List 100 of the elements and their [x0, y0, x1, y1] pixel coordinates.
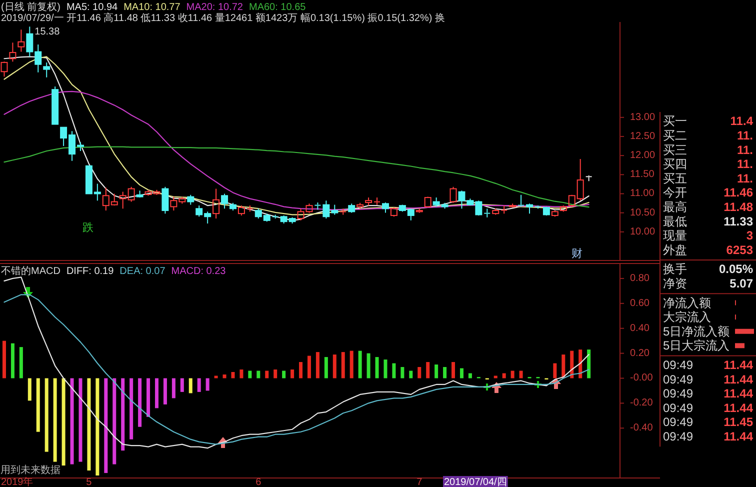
annotation: 用到未来数据 — [0, 464, 60, 476]
y-tick-label: 5日大宗流入 — [663, 338, 730, 353]
text: 15.38 — [34, 26, 60, 38]
text: 11.48 — [724, 200, 753, 214]
y-tick-label: 0.20 — [630, 348, 650, 359]
text: 11.45 — [724, 415, 753, 430]
bar — [434, 364, 438, 378]
candlestick — [43, 62, 50, 78]
candlestick — [484, 208, 490, 218]
text: 11.4 — [730, 114, 753, 128]
category-label: 09:49 — [663, 415, 694, 430]
x-tick-label: 5 — [86, 477, 92, 487]
text: MA5: 10.94 — [66, 2, 118, 13]
category-label: 外盘 — [663, 242, 687, 257]
text: DEA: 0.07 — [120, 266, 166, 277]
candlestick — [246, 205, 253, 212]
bar — [240, 370, 244, 378]
category-label: 现量 — [663, 228, 687, 243]
bar — [10, 343, 14, 378]
bar — [70, 378, 74, 464]
text: DIFF: 0.19 — [66, 266, 114, 277]
bar — [452, 362, 456, 378]
category-label: 买二 — [663, 128, 687, 142]
y-tick-label: 10.00 — [630, 226, 656, 238]
bar — [510, 370, 514, 378]
bar — [172, 378, 176, 398]
bar — [562, 354, 566, 378]
text: 5.07 — [730, 276, 753, 290]
bar — [53, 378, 57, 462]
x-tick-label: 6 — [256, 477, 262, 487]
category-label: 最高 — [663, 200, 687, 214]
category-label: 买四 — [663, 157, 687, 172]
bar — [307, 356, 311, 378]
chart-title: (日线 前复权) — [1, 1, 60, 13]
bar — [19, 347, 23, 378]
bar — [121, 378, 125, 451]
bar — [282, 370, 286, 378]
bar — [468, 373, 472, 378]
bar — [265, 370, 269, 378]
bar — [44, 378, 48, 452]
bar — [188, 378, 192, 394]
candlestick — [212, 188, 220, 220]
candlestick — [534, 205, 541, 210]
bar — [316, 352, 320, 378]
bar — [138, 378, 142, 427]
bar — [36, 378, 40, 432]
y-tick-label: 12.00 — [630, 150, 656, 162]
bar — [290, 370, 294, 378]
category-label: 净资 — [663, 276, 687, 290]
bar — [274, 370, 278, 378]
category-label: 09:49 — [663, 386, 694, 401]
y-tick-label: -0.20 — [630, 398, 654, 409]
text: 3 — [746, 228, 753, 243]
bar — [366, 353, 370, 378]
bar — [358, 350, 362, 378]
y-tick-label: 11.00 — [630, 188, 655, 200]
bar — [400, 367, 404, 378]
candlestick — [340, 208, 346, 216]
bar — [214, 376, 218, 378]
annotation: 跌 — [82, 222, 94, 234]
category-label: 最低 — [663, 214, 687, 228]
text: MACD: 0.23 — [171, 266, 226, 277]
y-tick-label: 12.50 — [630, 130, 656, 142]
annotation: 2019年 — [1, 476, 34, 487]
bar — [418, 367, 422, 378]
y-tick-label: 10.50 — [630, 207, 656, 218]
chart-subtitle: 2019/07/29/一 开11.46 高11.48 低11.33 收11.46 量12461 额1423万 幅0.13(1.15%) 振0.15(1.32%) 换 — [1, 12, 445, 24]
bar — [256, 370, 260, 378]
text: 11. — [736, 171, 753, 186]
bar — [180, 378, 184, 392]
y-tick-label: 净流入额 — [663, 296, 711, 310]
bar — [332, 354, 336, 378]
bar — [392, 363, 396, 378]
bar — [206, 378, 210, 391]
y-tick-label: 5日净流入额 — [663, 324, 730, 338]
category-label: 换手 — [663, 262, 687, 276]
text: MA10: 10.77 — [124, 2, 181, 13]
candlestick — [586, 174, 592, 182]
bar — [231, 372, 235, 378]
bar — [62, 378, 66, 466]
bar — [163, 378, 167, 404]
x-tick-label: 7 — [416, 477, 423, 487]
candlestick — [9, 42, 16, 62]
text: 11.33 — [724, 214, 753, 228]
category-label: 09:49 — [663, 372, 694, 386]
bar — [324, 357, 328, 378]
y-tick-label: 大宗流入 — [663, 310, 711, 324]
candlestick — [272, 214, 278, 220]
bar — [197, 378, 201, 392]
text: 0.05% — [718, 262, 753, 276]
bar — [384, 360, 388, 378]
y-tick-label: 11.50 — [630, 169, 655, 180]
text: 11.44 — [724, 358, 753, 372]
bar — [578, 350, 582, 378]
candlestick — [526, 203, 534, 214]
bar — [350, 350, 354, 378]
text: MA20: 10.72 — [186, 2, 244, 13]
bar — [443, 367, 447, 378]
text: 11.44 — [724, 429, 753, 444]
bar — [460, 368, 464, 378]
